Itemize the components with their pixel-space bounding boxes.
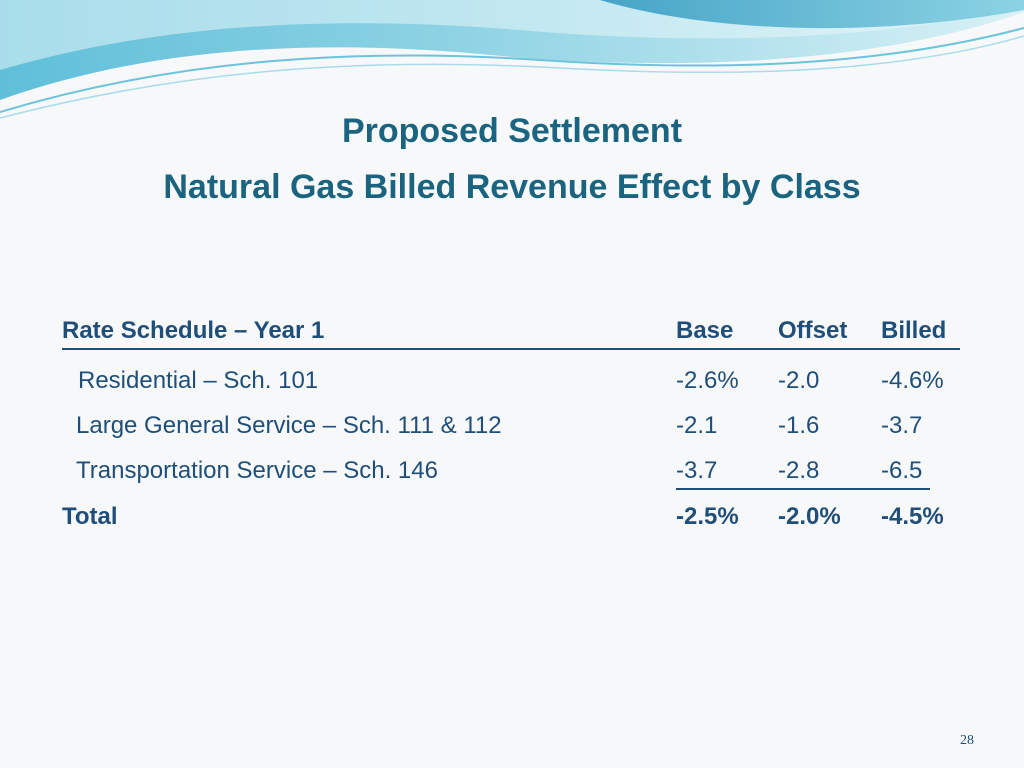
header-base: Base — [676, 317, 734, 344]
row-offset: -2.8 — [778, 457, 820, 484]
row-billed: -3.7 — [881, 412, 923, 439]
row-base: -3.7 — [676, 457, 718, 484]
total-billed: -4.5% — [881, 503, 944, 530]
row-label: Transportation Service – Sch. 146 — [76, 457, 438, 484]
table-row: Large General Service – Sch. 111 & 112 -… — [62, 411, 962, 441]
header-offset: Offset — [778, 317, 848, 344]
row-base: -2.1 — [676, 412, 718, 439]
slide-title-line1: Proposed Settlement — [341, 112, 683, 150]
total-label: Total — [62, 503, 118, 530]
total-base: -2.5% — [676, 503, 739, 530]
subtotal-underline — [676, 488, 930, 490]
row-offset: -1.6 — [778, 412, 820, 439]
header-rate-schedule: Rate Schedule – Year 1 — [62, 317, 325, 344]
table-row: Residential – Sch. 101 -2.6% -2.0 -4.6% — [62, 366, 962, 396]
row-offset: -2.0 — [778, 367, 820, 394]
table-header-row: Rate Schedule – Year 1 Base Offset Bille… — [62, 316, 962, 346]
row-label: Residential – Sch. 101 — [78, 367, 319, 394]
row-label: Large General Service – Sch. 111 & 112 — [76, 412, 502, 439]
table-row: Transportation Service – Sch. 146 -3.7 -… — [62, 456, 962, 486]
row-billed: -6.5 — [881, 457, 923, 484]
total-offset: -2.0% — [778, 503, 841, 530]
header-underline — [62, 348, 960, 350]
page-number: 28 — [960, 733, 974, 748]
slide-title-line2: Natural Gas Billed Revenue Effect by Cla… — [163, 168, 861, 206]
table-total-row: Total -2.5% -2.0% -4.5% — [62, 502, 962, 532]
row-base: -2.6% — [676, 367, 739, 394]
header-billed: Billed — [881, 317, 947, 344]
row-billed: -4.6% — [881, 367, 944, 394]
decorative-wave-header — [0, 0, 1024, 119]
